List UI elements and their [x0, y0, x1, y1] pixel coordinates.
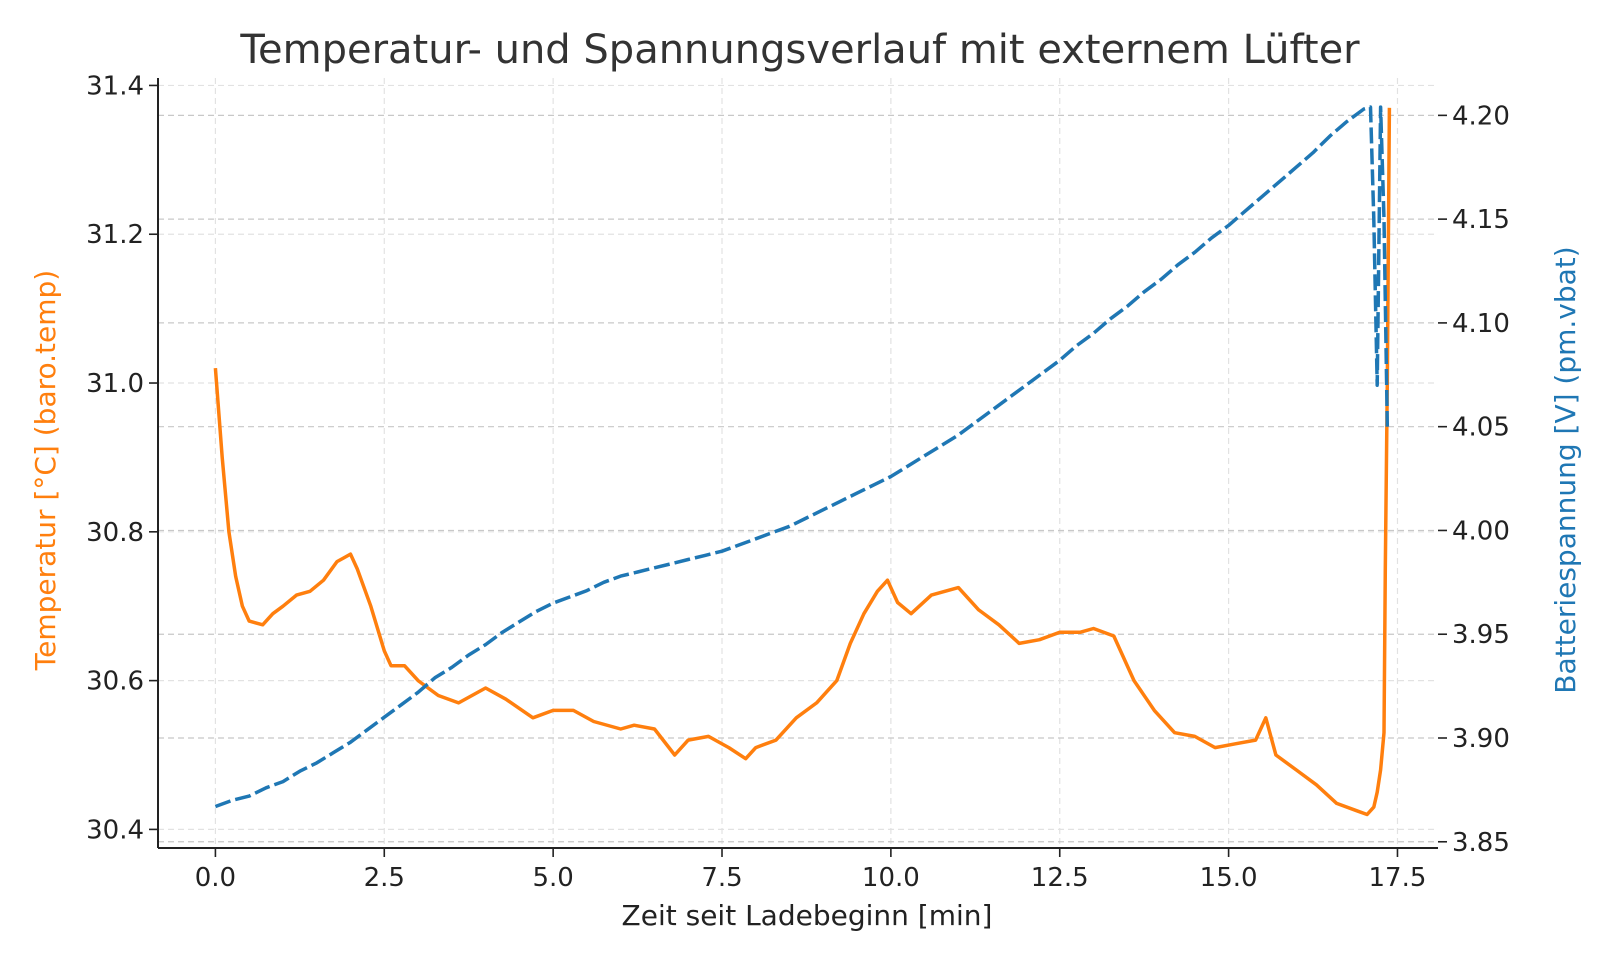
x-tick-label: 15.0	[1200, 863, 1258, 893]
temperature-series-line	[213, 107, 1392, 817]
grid-lines	[158, 78, 1438, 848]
x-tick-label: 12.5	[1031, 863, 1089, 893]
x-tick-label: 5.0	[532, 863, 573, 893]
x-tick-label: 10.0	[862, 863, 920, 893]
y2-tick-label: 3.85	[1452, 828, 1510, 858]
y-tick-label: 31.2	[86, 220, 144, 250]
y-tick-label: 30.4	[86, 815, 144, 845]
tick-labels: 0.0 2.5 5.0 7.5 10.0 12.5 15.0 17.5 30.4 30.6 30.8…	[86, 71, 1510, 893]
axes	[149, 78, 1447, 857]
y2-tick-label: 4.20	[1452, 101, 1510, 131]
y-axis-label-right: Batteriespannung [V] (pm.vbat)	[1549, 246, 1582, 693]
y-tick-label: 31.0	[86, 369, 144, 399]
y2-tick-label: 3.90	[1452, 724, 1510, 754]
x-tick-label: 7.5	[701, 863, 742, 893]
y-tick-label: 31.4	[86, 71, 144, 101]
x-axis-label: Zeit seit Ladebeginn [min]	[622, 899, 993, 932]
y2-tick-label: 4.05	[1452, 413, 1510, 443]
y2-tick-label: 3.95	[1452, 620, 1510, 650]
series-layer	[213, 105, 1392, 817]
voltage-series-line	[214, 105, 1390, 809]
chart-title: Temperatur- und Spannungsverlauf mit ext…	[239, 27, 1360, 73]
x-tick-label: 0.0	[195, 863, 236, 893]
x-tick-label: 2.5	[364, 863, 405, 893]
y2-tick-label: 4.15	[1452, 205, 1510, 235]
y-tick-label: 30.6	[86, 667, 144, 697]
y-axis-label-left: Temperatur [°C] (baro.temp)	[29, 270, 62, 671]
y2-tick-label: 4.00	[1452, 516, 1510, 546]
y-tick-label: 30.8	[86, 518, 144, 548]
y2-tick-label: 4.10	[1452, 309, 1510, 339]
x-tick-label: 17.5	[1369, 863, 1427, 893]
